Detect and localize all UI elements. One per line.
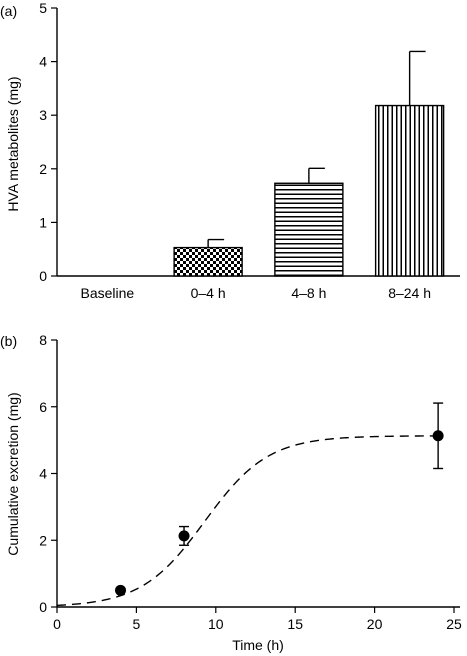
panel-b-label: (b) xyxy=(0,333,17,349)
panel-b-y-tick-label: 4 xyxy=(39,466,47,482)
bar xyxy=(374,104,445,277)
panel-a-y-tick-label: 2 xyxy=(39,161,47,177)
panel-b-y-tick-label: 6 xyxy=(39,399,47,415)
panel-b-y-axis-title: Cumulative excretion (mg) xyxy=(5,392,21,555)
panel-a-label: (a) xyxy=(0,3,17,19)
panel-b-plot-area: 0 2 4 6 8 0 5 10 15 20 25 xyxy=(39,332,462,632)
panel-b-y-tick-label: 2 xyxy=(39,532,47,548)
panel-a-y-tick-label: 4 xyxy=(39,54,47,70)
bar xyxy=(173,246,243,277)
panel-a-y-tick-label: 3 xyxy=(39,107,47,123)
panel-a-x-tick-label: Baseline xyxy=(81,285,135,301)
panel-b-y-tick-label: 0 xyxy=(39,599,47,615)
panel-b-x-tick-label: 25 xyxy=(446,616,462,632)
panel-a-x-tick-label: 8–24 h xyxy=(388,285,431,301)
panel-a-x-tick-label: 4–8 h xyxy=(291,285,326,301)
panel-b-x-tick-label: 5 xyxy=(133,616,141,632)
panel-a-y-tick-label: 0 xyxy=(39,268,47,284)
panel-a-y-axis-title: HVA metabolites (mg) xyxy=(5,76,21,211)
panel-a-plot-area: 0 1 2 3 4 5 Baseline 0–4 h 4–8 h 8–24 h xyxy=(39,0,460,301)
panel-b-x-tick-label: 15 xyxy=(287,616,303,632)
panel-a-y-tick-label: 1 xyxy=(39,214,47,230)
data-point xyxy=(115,584,127,596)
panel-b-x-tick-label: 20 xyxy=(367,616,383,632)
bar xyxy=(274,182,344,277)
panel-b-x-tick-label: 0 xyxy=(53,616,61,632)
panel-a-y-tick-label: 5 xyxy=(39,0,47,16)
fit-curve xyxy=(56,435,439,607)
panel-b-x-axis-title: Time (h) xyxy=(232,637,284,653)
panel-b-x-tick-label: 10 xyxy=(208,616,224,632)
panel-a-x-tick-label: 0–4 h xyxy=(191,285,226,301)
panel-b-y-tick-label: 8 xyxy=(39,332,47,348)
panel-b: (b) Cumulative excretion (mg) Time (h) 0… xyxy=(0,332,462,653)
data-point xyxy=(432,430,444,442)
data-point xyxy=(178,530,190,542)
